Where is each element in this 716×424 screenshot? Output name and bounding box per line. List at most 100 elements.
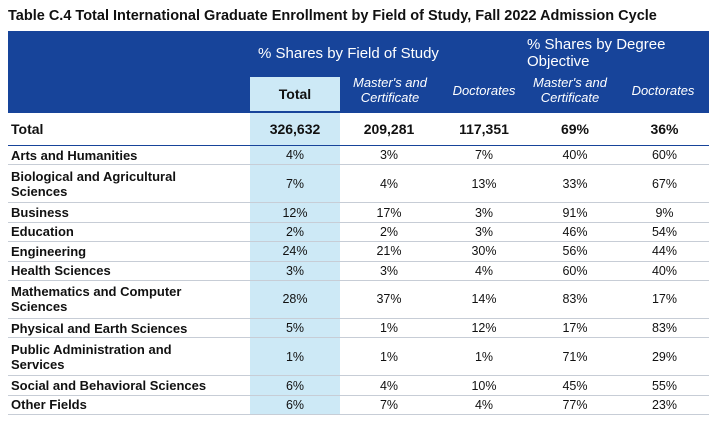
row-cell-masters: 7%: [379, 397, 399, 412]
table-row: Mathematics and Computer Sciences 28% 37% 14…: [8, 280, 709, 319]
row-cell-masters: 1%: [379, 349, 399, 364]
col-header-masters-share-line2: Certificate: [540, 90, 600, 105]
row-field-label-line1: Business: [11, 205, 69, 221]
row-cell-m-share: 83%: [562, 292, 588, 307]
row-cell-masters: 3%: [379, 263, 399, 278]
row-cell-doctorates: 3%: [474, 224, 494, 239]
row-field-label: Business: [8, 203, 250, 221]
row-cell-d-share: 29%: [651, 349, 678, 364]
row-field-label-text: Engineering: [11, 244, 86, 259]
row-field-label: Social and Behavioral Sciences: [8, 376, 250, 394]
table-row: Health Sciences 3% 3% 4% 60% 40%: [8, 261, 709, 281]
row-cell-total: 3%: [250, 261, 340, 280]
table-body: Arts and Humanities 4% 3% 7% 40% 60% Biologica…: [8, 146, 709, 416]
col-header-doctorates: Doctorates: [452, 83, 516, 98]
row-cell-total: 7%: [250, 165, 340, 203]
table-row: Social and Behavioral Sciences 6% 4% 10% 45%…: [8, 376, 709, 396]
col-header-masters-line1: Master's and: [352, 75, 427, 90]
row-cell-masters: 2%: [379, 224, 399, 239]
row-cell-doctorates: 7%: [474, 148, 494, 163]
col-header-masters-share-line1: Master's and: [532, 75, 607, 90]
row-cell-doctorates: 13%: [471, 176, 497, 191]
row-cell-doctorates: 10%: [471, 378, 497, 393]
row-cell-total: 6%: [250, 376, 340, 395]
row-field-label-text: Public Administration and Services: [11, 342, 172, 372]
row-cell-d-share: 44%: [651, 244, 678, 259]
row-cell-m-share: 17%: [562, 321, 588, 336]
row-field-label-line1: Public Administration and: [11, 341, 172, 357]
row-cell-masters: 21%: [376, 244, 402, 259]
col-header-masters: Master's and Certificate: [342, 75, 438, 105]
row-field-label-line2: Sciences: [11, 299, 68, 315]
table-row: Engineering 24% 21% 30% 56% 44%: [8, 242, 709, 262]
row-cell-m-share: 60%: [562, 263, 588, 278]
row-cell-total: 1%: [250, 338, 340, 376]
total-row-doctorates: 117,351: [459, 121, 509, 137]
col-header-doctorates-share: Doctorates: [631, 83, 695, 98]
row-cell-m-share: 40%: [562, 148, 588, 163]
row-cell-m-share: 91%: [562, 205, 588, 220]
row-field-label-line1: Arts and Humanities: [11, 147, 138, 163]
row-cell-m-share: 56%: [562, 244, 588, 259]
row-cell-d-share: 23%: [651, 397, 678, 412]
group-header-degree-objective: % Shares by Degree Objective: [527, 36, 707, 70]
table-row: Education 2% 2% 3% 46% 54%: [8, 222, 709, 243]
row-field-label-line1: Health Sciences: [11, 263, 111, 279]
row-field-label-text: Education: [11, 224, 74, 239]
row-field-label: Education: [8, 223, 250, 241]
total-row-doctorates-share: 36%: [650, 121, 679, 137]
row-cell-doctorates: 14%: [471, 292, 497, 307]
row-cell-doctorates: 3%: [474, 205, 494, 220]
table-title: Table C.4 Total International Graduate E…: [8, 8, 657, 24]
row-field-label: Physical and Earth Sciences: [8, 319, 250, 337]
table-header: % Shares by Field of Study % Shares by D…: [8, 31, 709, 113]
row-cell-d-share: 83%: [651, 321, 678, 336]
row-cell-d-share: 40%: [651, 263, 678, 278]
row-field-label-text: Other Fields: [11, 397, 87, 412]
row-field-label-text: Biological and Agricultural Sciences: [11, 169, 176, 199]
row-cell-doctorates: 12%: [471, 321, 497, 336]
total-row-total: 326,632: [250, 113, 340, 145]
total-row: Total 326,632 209,281 117,351 69% 36%: [8, 113, 709, 146]
row-cell-masters: 1%: [379, 321, 399, 336]
row-field-label-text: Arts and Humanities: [11, 148, 137, 163]
row-cell-doctorates: 4%: [474, 397, 494, 412]
row-field-label: Public Administration and Services: [8, 338, 250, 375]
row-cell-masters: 37%: [376, 292, 402, 307]
row-field-label: Mathematics and Computer Sciences: [8, 281, 250, 318]
table-row: Physical and Earth Sciences 5% 1% 12% 17% 83%: [8, 318, 709, 339]
table-row: Other Fields 6% 7% 4% 77% 23%: [8, 395, 709, 416]
row-field-label-text: Physical and Earth Sciences: [11, 321, 187, 336]
col-header-masters-share: Master's and Certificate: [524, 75, 616, 105]
row-cell-m-share: 77%: [562, 397, 588, 412]
total-row-label: Total: [11, 120, 44, 137]
row-cell-total: 12%: [250, 203, 340, 222]
row-field-label-line1: Biological and Agricultural: [11, 168, 176, 184]
table-row: Business 12% 17% 3% 91% 9%: [8, 203, 709, 223]
row-cell-total: 28%: [250, 280, 340, 318]
table-row: Public Administration and Services 1% 1% 1% 7…: [8, 338, 709, 377]
row-field-label: Engineering: [8, 242, 250, 260]
row-field-label-line1: Education: [11, 224, 74, 240]
row-field-label-line2: Services: [11, 356, 65, 372]
row-cell-d-share: 67%: [651, 176, 678, 191]
row-field-label: Other Fields: [8, 396, 250, 414]
row-cell-total: 2%: [250, 222, 340, 242]
row-field-label-text: Health Sciences: [11, 263, 111, 278]
row-cell-doctorates: 1%: [474, 349, 494, 364]
row-cell-total: 6%: [250, 395, 340, 415]
row-field-label-line1: Social and Behavioral Sciences: [11, 378, 207, 394]
row-cell-total: 24%: [250, 242, 340, 261]
group-header-field-of-study: % Shares by Field of Study: [258, 45, 439, 62]
row-cell-d-share: 54%: [651, 224, 678, 239]
data-table: Total 326,632 209,281 117,351 69% 36% Ar…: [8, 113, 709, 416]
row-cell-masters: 17%: [376, 205, 402, 220]
table-row: Biological and Agricultural Sciences 7% 4% 1…: [8, 165, 709, 204]
total-row-masters: 209,281: [363, 121, 415, 137]
row-field-label: Biological and Agricultural Sciences: [8, 165, 250, 202]
row-cell-doctorates: 4%: [474, 263, 494, 278]
group-header-degree-line1: % Shares by Degree: [527, 36, 666, 53]
row-cell-d-share: 55%: [651, 378, 678, 393]
row-cell-masters: 4%: [379, 176, 399, 191]
row-field-label-line1: Other Fields: [11, 397, 87, 413]
